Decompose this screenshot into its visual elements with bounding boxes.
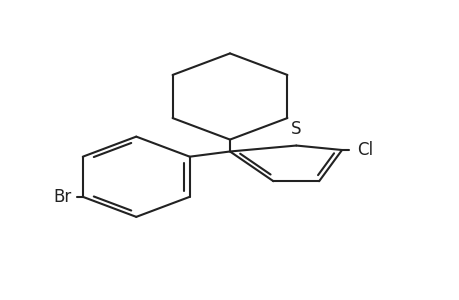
Text: S: S xyxy=(291,120,301,138)
Text: Cl: Cl xyxy=(356,141,372,159)
Text: Br: Br xyxy=(53,188,71,206)
